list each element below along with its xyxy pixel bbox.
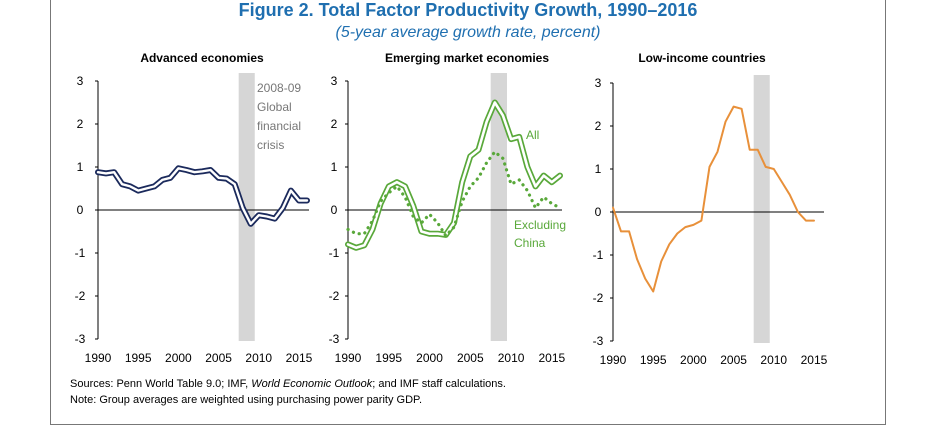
- y-tick-label: 2: [595, 119, 602, 133]
- series-line-lowincome: [612, 105, 815, 293]
- y-tick-label: -3: [593, 334, 604, 348]
- figure-title: Figure 2. Total Factor Productivity Grow…: [238, 0, 698, 20]
- panel-title-emerging: Emerging market economies: [385, 51, 549, 65]
- x-tick-label: 2005: [205, 351, 232, 365]
- series-line-excluding-china: [346, 150, 562, 238]
- x-tick-label: 1995: [375, 351, 402, 365]
- crisis-shade: [753, 75, 770, 343]
- x-tick-label: 2010: [498, 351, 525, 365]
- crisis-annotation-line: financial: [257, 119, 301, 133]
- crisis-annotation-line: Global: [257, 100, 292, 114]
- x-tick-label: 1990: [600, 353, 627, 367]
- y-tick-label: -2: [593, 291, 604, 305]
- series-line-advanced-outer: [95, 165, 310, 227]
- y-tick-label: 2: [331, 117, 338, 131]
- x-tick-label: 2005: [457, 351, 484, 365]
- x-tick-label: 2000: [680, 353, 707, 367]
- x-tick-label: 2000: [416, 351, 443, 365]
- x-tick-label: 2015: [801, 353, 828, 367]
- series-line-advanced-inner: [96, 167, 309, 225]
- y-tick-label: 1: [595, 162, 602, 176]
- x-tick-label: 1995: [125, 351, 152, 365]
- y-tick-label: -2: [329, 289, 340, 303]
- y-tick-label: 2: [77, 117, 84, 131]
- sources-prefix: Sources: Penn World Table 9.0; IMF,: [70, 378, 252, 390]
- y-tick-label: 1: [77, 160, 84, 174]
- y-tick-label: 3: [77, 74, 84, 88]
- y-tick-label: 0: [331, 203, 338, 217]
- sources-italic: World Economic Outlook: [251, 378, 373, 390]
- series-annotation-label: China: [514, 236, 546, 250]
- sources-suffix: ; and IMF staff calculations.: [372, 378, 506, 390]
- panel-emerging: Emerging market economies 3 2 1 0 -1 -2 -3 1990 1…: [329, 51, 566, 365]
- x-tick-label: 2010: [245, 351, 272, 365]
- x-tick-label: 2000: [165, 351, 192, 365]
- y-tick-label: 0: [77, 203, 84, 217]
- crisis-annotation-line: crisis: [257, 138, 284, 152]
- x-tick-label: 1990: [335, 351, 362, 365]
- crisis-shade: [490, 73, 507, 341]
- crisis-annotation-line: 2008-09: [257, 81, 301, 95]
- y-tick-label: 3: [595, 76, 602, 90]
- y-tick-label: -2: [75, 289, 86, 303]
- y-tick-label: -3: [75, 332, 86, 346]
- y-tick-label: -3: [329, 332, 340, 346]
- series-line-all-inner: [346, 101, 562, 250]
- x-tick-label: 1990: [85, 351, 112, 365]
- y-tick-label: -1: [593, 248, 604, 262]
- panel-advanced: Advanced economies 3 2 1 0 -1 -2 -3 1990 1995 2000…: [75, 51, 313, 365]
- y-tick-label: -1: [329, 246, 340, 260]
- x-tick-label: 2005: [720, 353, 747, 367]
- series-annotation-label: All: [526, 128, 539, 142]
- frame-right-border: [885, 0, 886, 425]
- figure-subtitle: (5-year average growth rate, percent): [335, 24, 601, 41]
- x-tick-label: 2015: [538, 351, 565, 365]
- frame-left-border: [50, 0, 51, 425]
- crisis-shade: [238, 73, 255, 341]
- x-tick-label: 2010: [760, 353, 787, 367]
- sources-line: Sources: Penn World Table 9.0; IMF, Worl…: [70, 376, 506, 392]
- panel-title-lowincome: Low-income countries: [638, 51, 766, 65]
- panel-lowincome: Low-income countries 3 2 1 0 -1 -2 -3 1990 1995 20…: [593, 51, 828, 367]
- y-tick-label: 0: [595, 205, 602, 219]
- series-annotation-label: Excluding: [514, 218, 566, 232]
- note-line: Note: Group averages are weighted using …: [70, 394, 422, 406]
- x-tick-label: 2015: [286, 351, 313, 365]
- panel-title-advanced: Advanced economies: [140, 51, 264, 65]
- x-tick-label: 1995: [640, 353, 667, 367]
- notes: Sources: Penn World Table 9.0; IMF, Worl…: [70, 376, 506, 408]
- y-tick-label: 1: [331, 160, 338, 174]
- frame-bottom-border: [50, 424, 886, 425]
- y-tick-label: -1: [75, 246, 86, 260]
- y-tick-label: 3: [331, 74, 338, 88]
